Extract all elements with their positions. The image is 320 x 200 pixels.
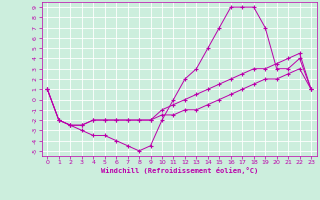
X-axis label: Windchill (Refroidissement éolien,°C): Windchill (Refroidissement éolien,°C) <box>100 167 258 174</box>
